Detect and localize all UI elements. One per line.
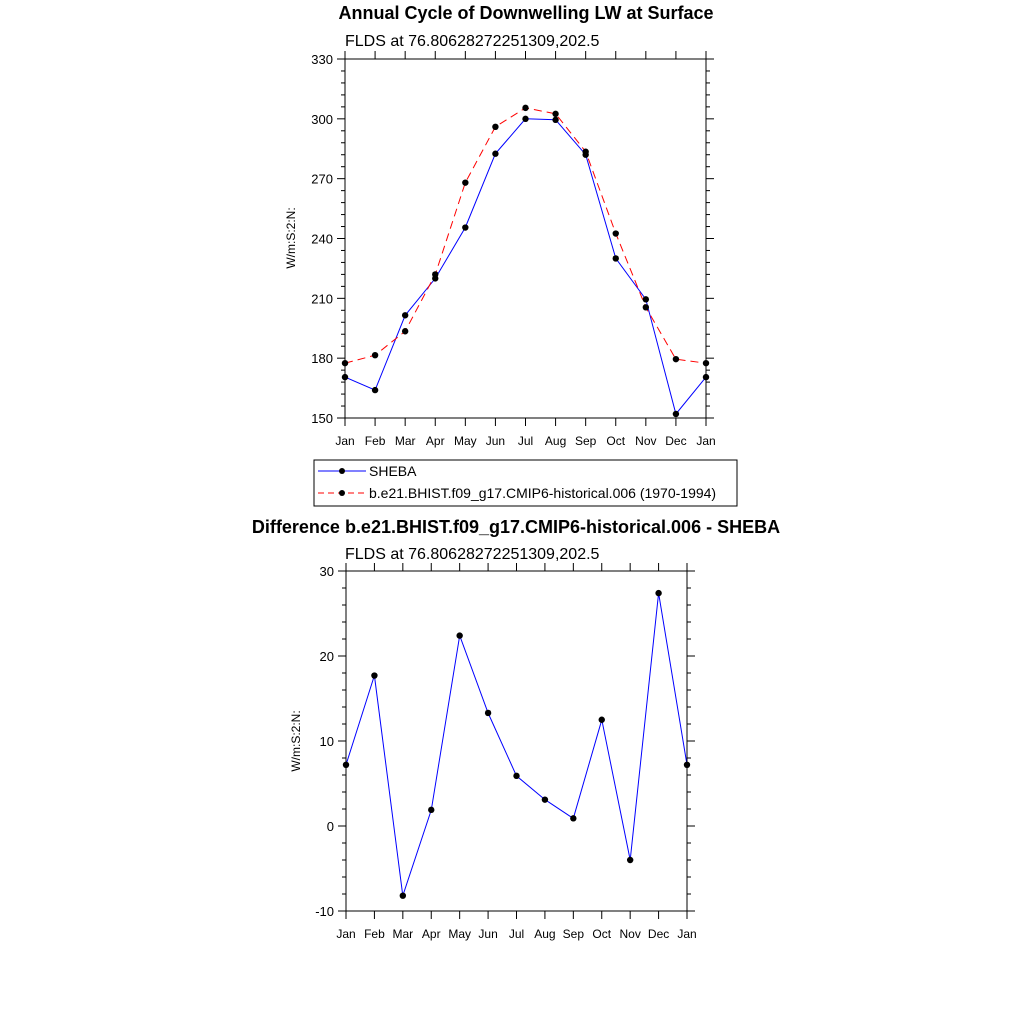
series-0-point [598, 716, 605, 723]
series-0-point [513, 772, 520, 780]
chart1-series [341, 104, 710, 418]
y-tick-label: 150 [311, 411, 333, 426]
y-tick-label: 210 [311, 291, 333, 306]
chart1-plot-frame [344, 58, 707, 419]
x-tick-label: Jan [335, 434, 354, 448]
series-0-point [541, 796, 549, 803]
series-line-1 [344, 107, 707, 364]
legend-marker-sheba [339, 468, 345, 474]
series-1-point [672, 355, 680, 363]
chart2-y-tick-labels: -10 0 10 20 30 [315, 564, 334, 919]
series-1-point [462, 179, 469, 186]
x-tick-label: Nov [619, 927, 640, 941]
series-0-point [570, 815, 577, 822]
legend-box [313, 459, 738, 507]
series-0-point [428, 806, 435, 814]
series-line-0 [344, 118, 707, 416]
x-tick-label: Oct [592, 927, 611, 941]
x-tick-label: Mar [395, 434, 416, 448]
y-tick-label: 330 [311, 52, 333, 67]
chart2-title: Difference b.e21.BHIST.f09_g17.CMIP6-his… [252, 517, 780, 537]
x-tick-label: Aug [534, 927, 555, 941]
x-tick-label: Jul [518, 434, 533, 448]
series-0-point [492, 150, 499, 157]
y-tick-label: 240 [311, 232, 333, 247]
difference-chart: Difference b.e21.BHIST.f09_g17.CMIP6-his… [252, 517, 780, 941]
series-0-point [522, 115, 529, 123]
series-1-point [612, 230, 619, 237]
series-1-point [432, 271, 439, 278]
series-0-point [672, 410, 680, 418]
y-tick-label: 10 [320, 734, 334, 749]
chart2-axes [338, 563, 695, 919]
x-tick-label: Feb [364, 927, 385, 941]
y-tick-label: 180 [311, 351, 333, 366]
y-tick-label: 300 [311, 112, 333, 127]
series-0-point [642, 296, 650, 303]
x-tick-label: Sep [575, 434, 597, 448]
series-0-point [626, 856, 634, 864]
series-1-point [401, 328, 409, 335]
chart1-subtitle: FLDS at 76.80628272251309,202.5 [345, 33, 600, 50]
series-1-point [642, 304, 650, 311]
series-0-point [371, 672, 378, 679]
series-line-0 [345, 593, 688, 896]
y-tick-label: 30 [320, 564, 334, 579]
x-tick-label: Aug [545, 434, 566, 448]
legend-marker-model [339, 490, 345, 496]
x-tick-label: Oct [606, 434, 625, 448]
x-tick-label: Apr [426, 434, 445, 448]
legend-label-model: b.e21.BHIST.f09_g17.CMIP6-historical.006… [369, 485, 716, 501]
series-0-point [484, 709, 492, 717]
chart2-x-tick-labels: Jan Feb Mar Apr May Jun Jul Aug Sep Oct Nov Dec Jan [336, 927, 696, 941]
series-1-point [552, 110, 559, 118]
chart1-title: Annual Cycle of Downwelling LW at Surfac… [338, 3, 713, 23]
series-0-point [655, 589, 662, 597]
x-tick-label: Apr [422, 927, 441, 941]
x-tick-label: Jan [696, 434, 715, 448]
x-tick-label: Jun [486, 434, 505, 448]
chart1-legend: SHEBA b.e21.BHIST.f09_g17.CMIP6-historic… [313, 459, 738, 507]
x-tick-label: May [454, 434, 477, 448]
series-0-point [371, 386, 379, 394]
chart2-plot-frame [345, 570, 688, 912]
x-tick-label: Feb [365, 434, 386, 448]
legend-label-sheba: SHEBA [369, 463, 417, 479]
chart1-y-tick-labels: 150 180 210 240 270 300 330 [311, 52, 333, 426]
annual-cycle-chart: Annual Cycle of Downwelling LW at Surfac… [284, 3, 738, 507]
series-0-point [612, 255, 619, 262]
chart1-x-tick-labels: Jan Feb Mar Apr May Jun Jul Aug Sep Oct Nov Dec Jan [335, 434, 715, 448]
series-0-point [399, 892, 407, 899]
y-tick-label: 270 [311, 172, 333, 187]
x-tick-label: Sep [563, 927, 585, 941]
series-0-point [456, 632, 463, 639]
y-tick-label: 0 [327, 819, 334, 834]
chart2-ylabel: W/m:S:2:N: [289, 710, 303, 771]
x-tick-label: Jan [336, 927, 355, 941]
x-tick-label: Mar [392, 927, 413, 941]
series-1-point [582, 148, 589, 155]
y-tick-label: 20 [320, 649, 334, 664]
x-tick-label: May [448, 927, 471, 941]
series-0-point [462, 224, 469, 231]
series-0-point [401, 312, 409, 319]
x-tick-label: Dec [665, 434, 686, 448]
x-tick-label: Dec [648, 927, 669, 941]
x-tick-label: Jul [509, 927, 524, 941]
series-1-point [492, 123, 499, 131]
x-tick-label: Jan [677, 927, 696, 941]
chart1-ylabel: W/m:S:2:N: [284, 207, 298, 268]
y-tick-label: -10 [315, 904, 334, 919]
chart1-axes [337, 51, 714, 426]
chart2-subtitle: FLDS at 76.80628272251309,202.5 [345, 546, 600, 563]
series-1-point [371, 351, 379, 359]
x-tick-label: Jun [478, 927, 497, 941]
series-1-point [522, 104, 529, 112]
x-tick-label: Nov [635, 434, 656, 448]
chart2-series [342, 589, 691, 899]
series-0-point [552, 116, 559, 124]
